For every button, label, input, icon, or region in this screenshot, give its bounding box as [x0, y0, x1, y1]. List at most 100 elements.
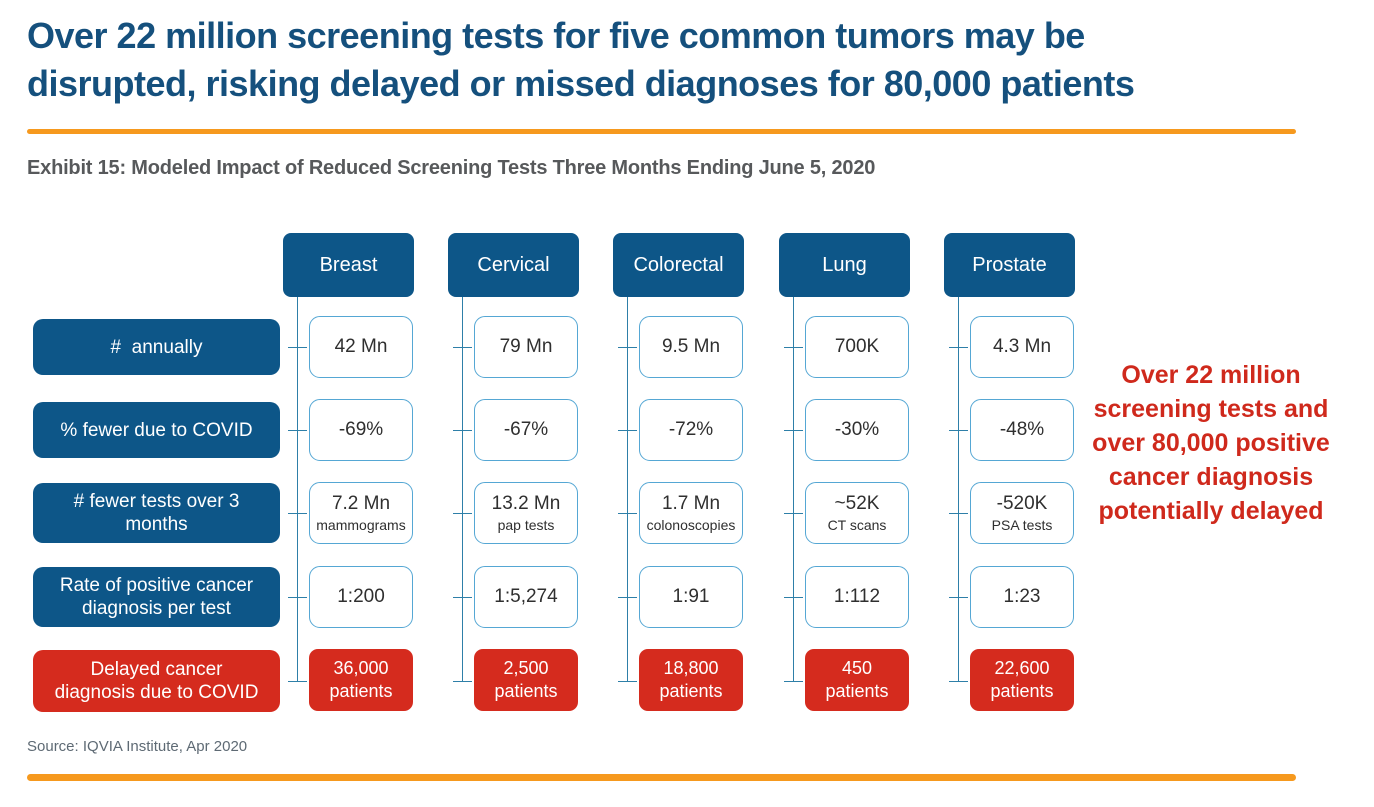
connector-line	[958, 297, 959, 681]
column-header-label: Lung	[822, 253, 867, 276]
source-note: Source: IQVIA Institute, Apr 2020	[27, 738, 248, 755]
connector-tick	[288, 681, 307, 682]
value-fewer-tests: 1.7 Mn	[661, 492, 721, 514]
value-box-positive-rate: 1:112	[805, 566, 909, 628]
connector-tick	[949, 681, 968, 682]
value-pct-fewer: -69%	[338, 419, 384, 440]
column-header-breast: Breast	[283, 233, 414, 297]
page-title: Over 22 million screening tests for five…	[27, 12, 1307, 108]
connector-tick	[453, 430, 472, 431]
value-box-fewer-tests: ~52K CT scans	[805, 482, 909, 544]
connector-line	[297, 297, 298, 681]
connector-tick	[949, 597, 968, 598]
value-pct-fewer: -72%	[668, 419, 714, 440]
page-title-line1: Over 22 million screening tests for five…	[27, 15, 1085, 56]
connector-tick	[618, 347, 637, 348]
connector-line	[793, 297, 794, 681]
value-fewer-tests: ~52K	[834, 492, 880, 514]
value-box-annual: 4.3 Mn	[970, 316, 1074, 378]
value-box-positive-rate: 1:5,274	[474, 566, 578, 628]
value-box-positive-rate: 1:200	[309, 566, 413, 628]
column-header-label: Cervical	[477, 253, 550, 276]
row-label-pct-fewer: % fewer due to COVID	[33, 402, 280, 458]
value-fewer-tests-unit: pap tests	[497, 516, 555, 533]
value-positive-rate: 1:112	[833, 586, 881, 607]
value-delayed: 36,000	[333, 658, 389, 678]
column-cervical: Cervical 79 Mn -67% 13.2 Mn pap tests 1:5…	[448, 233, 579, 713]
value-box-fewer-tests: 13.2 Mn pap tests	[474, 482, 578, 544]
connector-tick	[949, 513, 968, 514]
column-lung: Lung 700K -30% ~52K CT scans 1:112 450 pat…	[779, 233, 910, 713]
connector-tick	[618, 513, 637, 514]
value-positive-rate: 1:200	[337, 586, 385, 607]
value-delayed: 2,500	[503, 658, 549, 678]
connector-tick	[949, 430, 968, 431]
value-box-fewer-tests: 7.2 Mn mammograms	[309, 482, 413, 544]
row-label-fewer-tests: # fewer tests over 3 months	[33, 483, 280, 543]
value-positive-rate: 1:91	[672, 586, 710, 607]
value-box-annual: 42 Mn	[309, 316, 413, 378]
value-delayed-unit: patients	[659, 681, 723, 701]
connector-tick	[288, 513, 307, 514]
value-pct-fewer: -30%	[834, 419, 880, 440]
connector-line	[627, 297, 628, 681]
connector-tick	[949, 347, 968, 348]
value-box-pct-fewer: -67%	[474, 399, 578, 461]
value-box-delayed: 2,500 patients	[474, 649, 578, 711]
row-label-pct-fewer-text: % fewer due to COVID	[60, 419, 253, 441]
exhibit-caption: Exhibit 15: Modeled Impact of Reduced Sc…	[27, 157, 876, 179]
value-box-positive-rate: 1:23	[970, 566, 1074, 628]
connector-tick	[618, 597, 637, 598]
value-box-annual: 9.5 Mn	[639, 316, 743, 378]
divider-top	[27, 129, 1296, 134]
value-annual: 42 Mn	[334, 336, 388, 357]
page-title-line2: disrupted, risking delayed or missed dia…	[27, 63, 1135, 104]
row-label-positive-rate: Rate of positive cancer diagnosis per te…	[33, 567, 280, 627]
value-fewer-tests-unit: PSA tests	[991, 516, 1053, 533]
value-box-annual: 700K	[805, 316, 909, 378]
value-annual: 9.5 Mn	[661, 336, 721, 357]
value-delayed: 18,800	[663, 658, 719, 678]
value-annual: 4.3 Mn	[992, 336, 1052, 357]
connector-tick	[618, 681, 637, 682]
column-header-label: Prostate	[972, 253, 1047, 276]
connector-tick	[784, 347, 803, 348]
connector-line	[462, 297, 463, 681]
value-pct-fewer: -48%	[999, 419, 1045, 440]
value-box-annual: 79 Mn	[474, 316, 578, 378]
connector-tick	[784, 430, 803, 431]
row-label-delayed-diagnosis-text: Delayed cancer diagnosis due to COVID	[54, 659, 259, 703]
column-header-label: Breast	[319, 253, 378, 276]
column-colorectal: Colorectal 9.5 Mn -72% 1.7 Mn colonoscopi…	[613, 233, 744, 713]
value-fewer-tests-unit: colonoscopies	[646, 516, 736, 533]
value-positive-rate: 1:23	[1003, 586, 1041, 607]
value-delayed-unit: patients	[825, 681, 889, 701]
value-delayed-unit: patients	[329, 681, 393, 701]
value-box-pct-fewer: -30%	[805, 399, 909, 461]
row-label-annually-text: # annually	[110, 336, 203, 358]
callout-text: Over 22 million screening tests and over…	[1092, 361, 1330, 525]
column-header-label: Colorectal	[633, 253, 724, 276]
connector-tick	[288, 347, 307, 348]
value-box-pct-fewer: -69%	[309, 399, 413, 461]
value-box-pct-fewer: -72%	[639, 399, 743, 461]
row-label-delayed-diagnosis: Delayed cancer diagnosis due to COVID	[33, 650, 280, 712]
value-positive-rate: 1:5,274	[494, 586, 558, 607]
connector-tick	[288, 430, 307, 431]
column-header-prostate: Prostate	[944, 233, 1075, 297]
value-box-delayed: 36,000 patients	[309, 649, 413, 711]
value-annual: 79 Mn	[499, 336, 553, 357]
connector-tick	[453, 513, 472, 514]
row-label-positive-rate-text: Rate of positive cancer diagnosis per te…	[59, 575, 259, 619]
divider-bottom	[27, 774, 1296, 781]
value-delayed-unit: patients	[990, 681, 1054, 701]
column-prostate: Prostate 4.3 Mn -48% -520K PSA tests 1:23…	[944, 233, 1075, 713]
value-fewer-tests-unit: CT scans	[827, 516, 887, 533]
row-label-annually: # annually	[33, 319, 280, 375]
connector-tick	[453, 597, 472, 598]
connector-tick	[288, 597, 307, 598]
connector-tick	[784, 513, 803, 514]
value-fewer-tests: 13.2 Mn	[491, 492, 561, 514]
value-fewer-tests-unit: mammograms	[316, 516, 406, 533]
